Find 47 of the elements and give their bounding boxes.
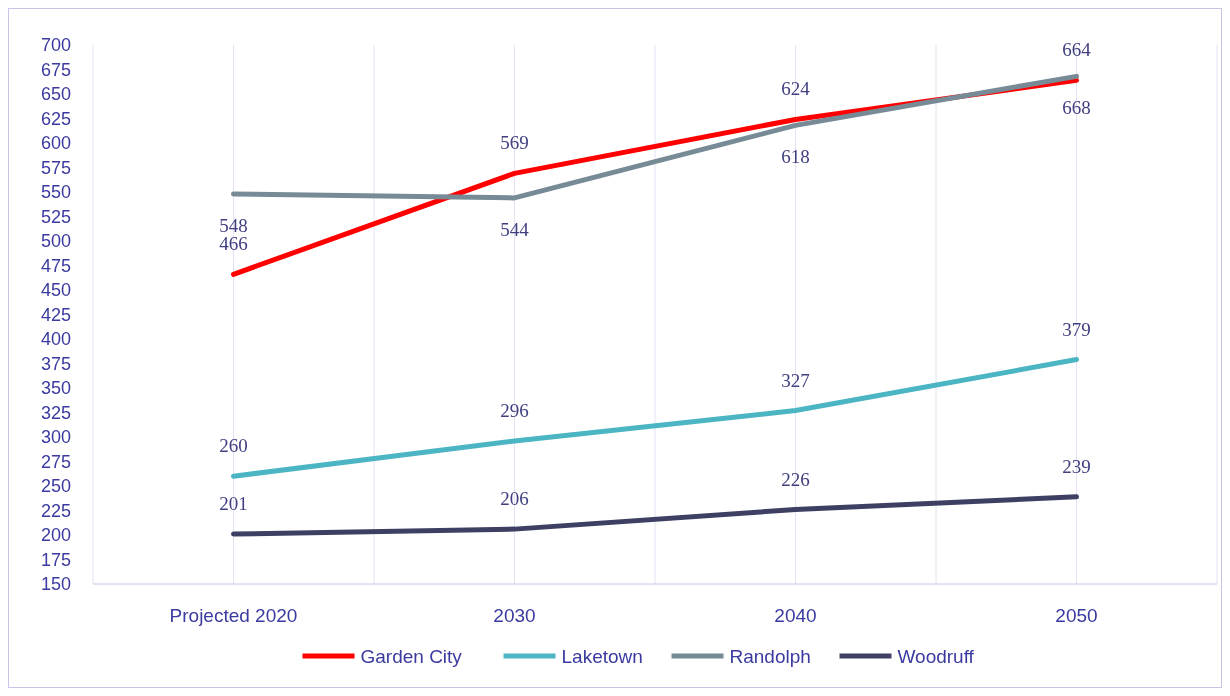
y-tick-label: 250 <box>40 476 71 497</box>
x-tick-label: 2050 <box>1055 605 1098 626</box>
y-tick-label: 175 <box>40 549 71 570</box>
y-tick-label: 150 <box>40 574 71 595</box>
y-tick-label: 275 <box>40 451 71 472</box>
y-tick-label: 625 <box>40 108 71 129</box>
data-label: 664 <box>1062 39 1092 61</box>
y-tick-label: 300 <box>40 427 71 448</box>
legend-label: Garden City <box>360 645 463 667</box>
data-label: 618 <box>781 146 810 168</box>
y-tick-label: 675 <box>40 59 71 80</box>
y-tick-label: 450 <box>40 280 71 301</box>
data-label: 544 <box>500 218 530 240</box>
data-label: 239 <box>1062 455 1091 477</box>
data-label: 624 <box>781 78 811 100</box>
y-tick-label: 500 <box>40 231 71 252</box>
y-tick-label: 350 <box>40 378 71 399</box>
y-tick-label: 475 <box>40 255 71 276</box>
y-tick-label: 650 <box>40 84 71 105</box>
data-label: 379 <box>1062 318 1091 340</box>
y-tick-label: 575 <box>40 157 71 178</box>
data-label: 206 <box>500 488 529 510</box>
y-tick-label: 525 <box>40 206 71 227</box>
data-label: 296 <box>500 399 529 421</box>
legend-label: Woodruff <box>897 645 975 667</box>
data-label: 226 <box>781 468 810 490</box>
y-tick-label: 375 <box>40 353 71 374</box>
y-tick-label: 425 <box>40 304 71 325</box>
legend-label: Randolph <box>729 645 811 667</box>
y-tick-label: 600 <box>40 133 71 154</box>
data-label: 466 <box>219 233 248 255</box>
x-tick-label: Projected 2020 <box>169 605 298 626</box>
data-label: 548 <box>219 214 248 236</box>
data-label: 260 <box>219 435 248 457</box>
data-label: 201 <box>219 493 248 515</box>
x-tick-label: 2030 <box>493 605 536 626</box>
y-tick-label: 550 <box>40 182 71 203</box>
y-tick-label: 200 <box>40 525 71 546</box>
x-tick-label: 2040 <box>774 605 817 626</box>
y-tick-label: 325 <box>40 402 71 423</box>
y-tick-label: 400 <box>40 329 71 350</box>
data-label: 327 <box>781 369 810 391</box>
data-label: 668 <box>1062 97 1091 119</box>
legend-label: Laketown <box>561 645 643 667</box>
y-tick-label: 700 <box>40 35 71 56</box>
data-label: 569 <box>500 132 529 154</box>
y-tick-label: 225 <box>40 500 71 521</box>
